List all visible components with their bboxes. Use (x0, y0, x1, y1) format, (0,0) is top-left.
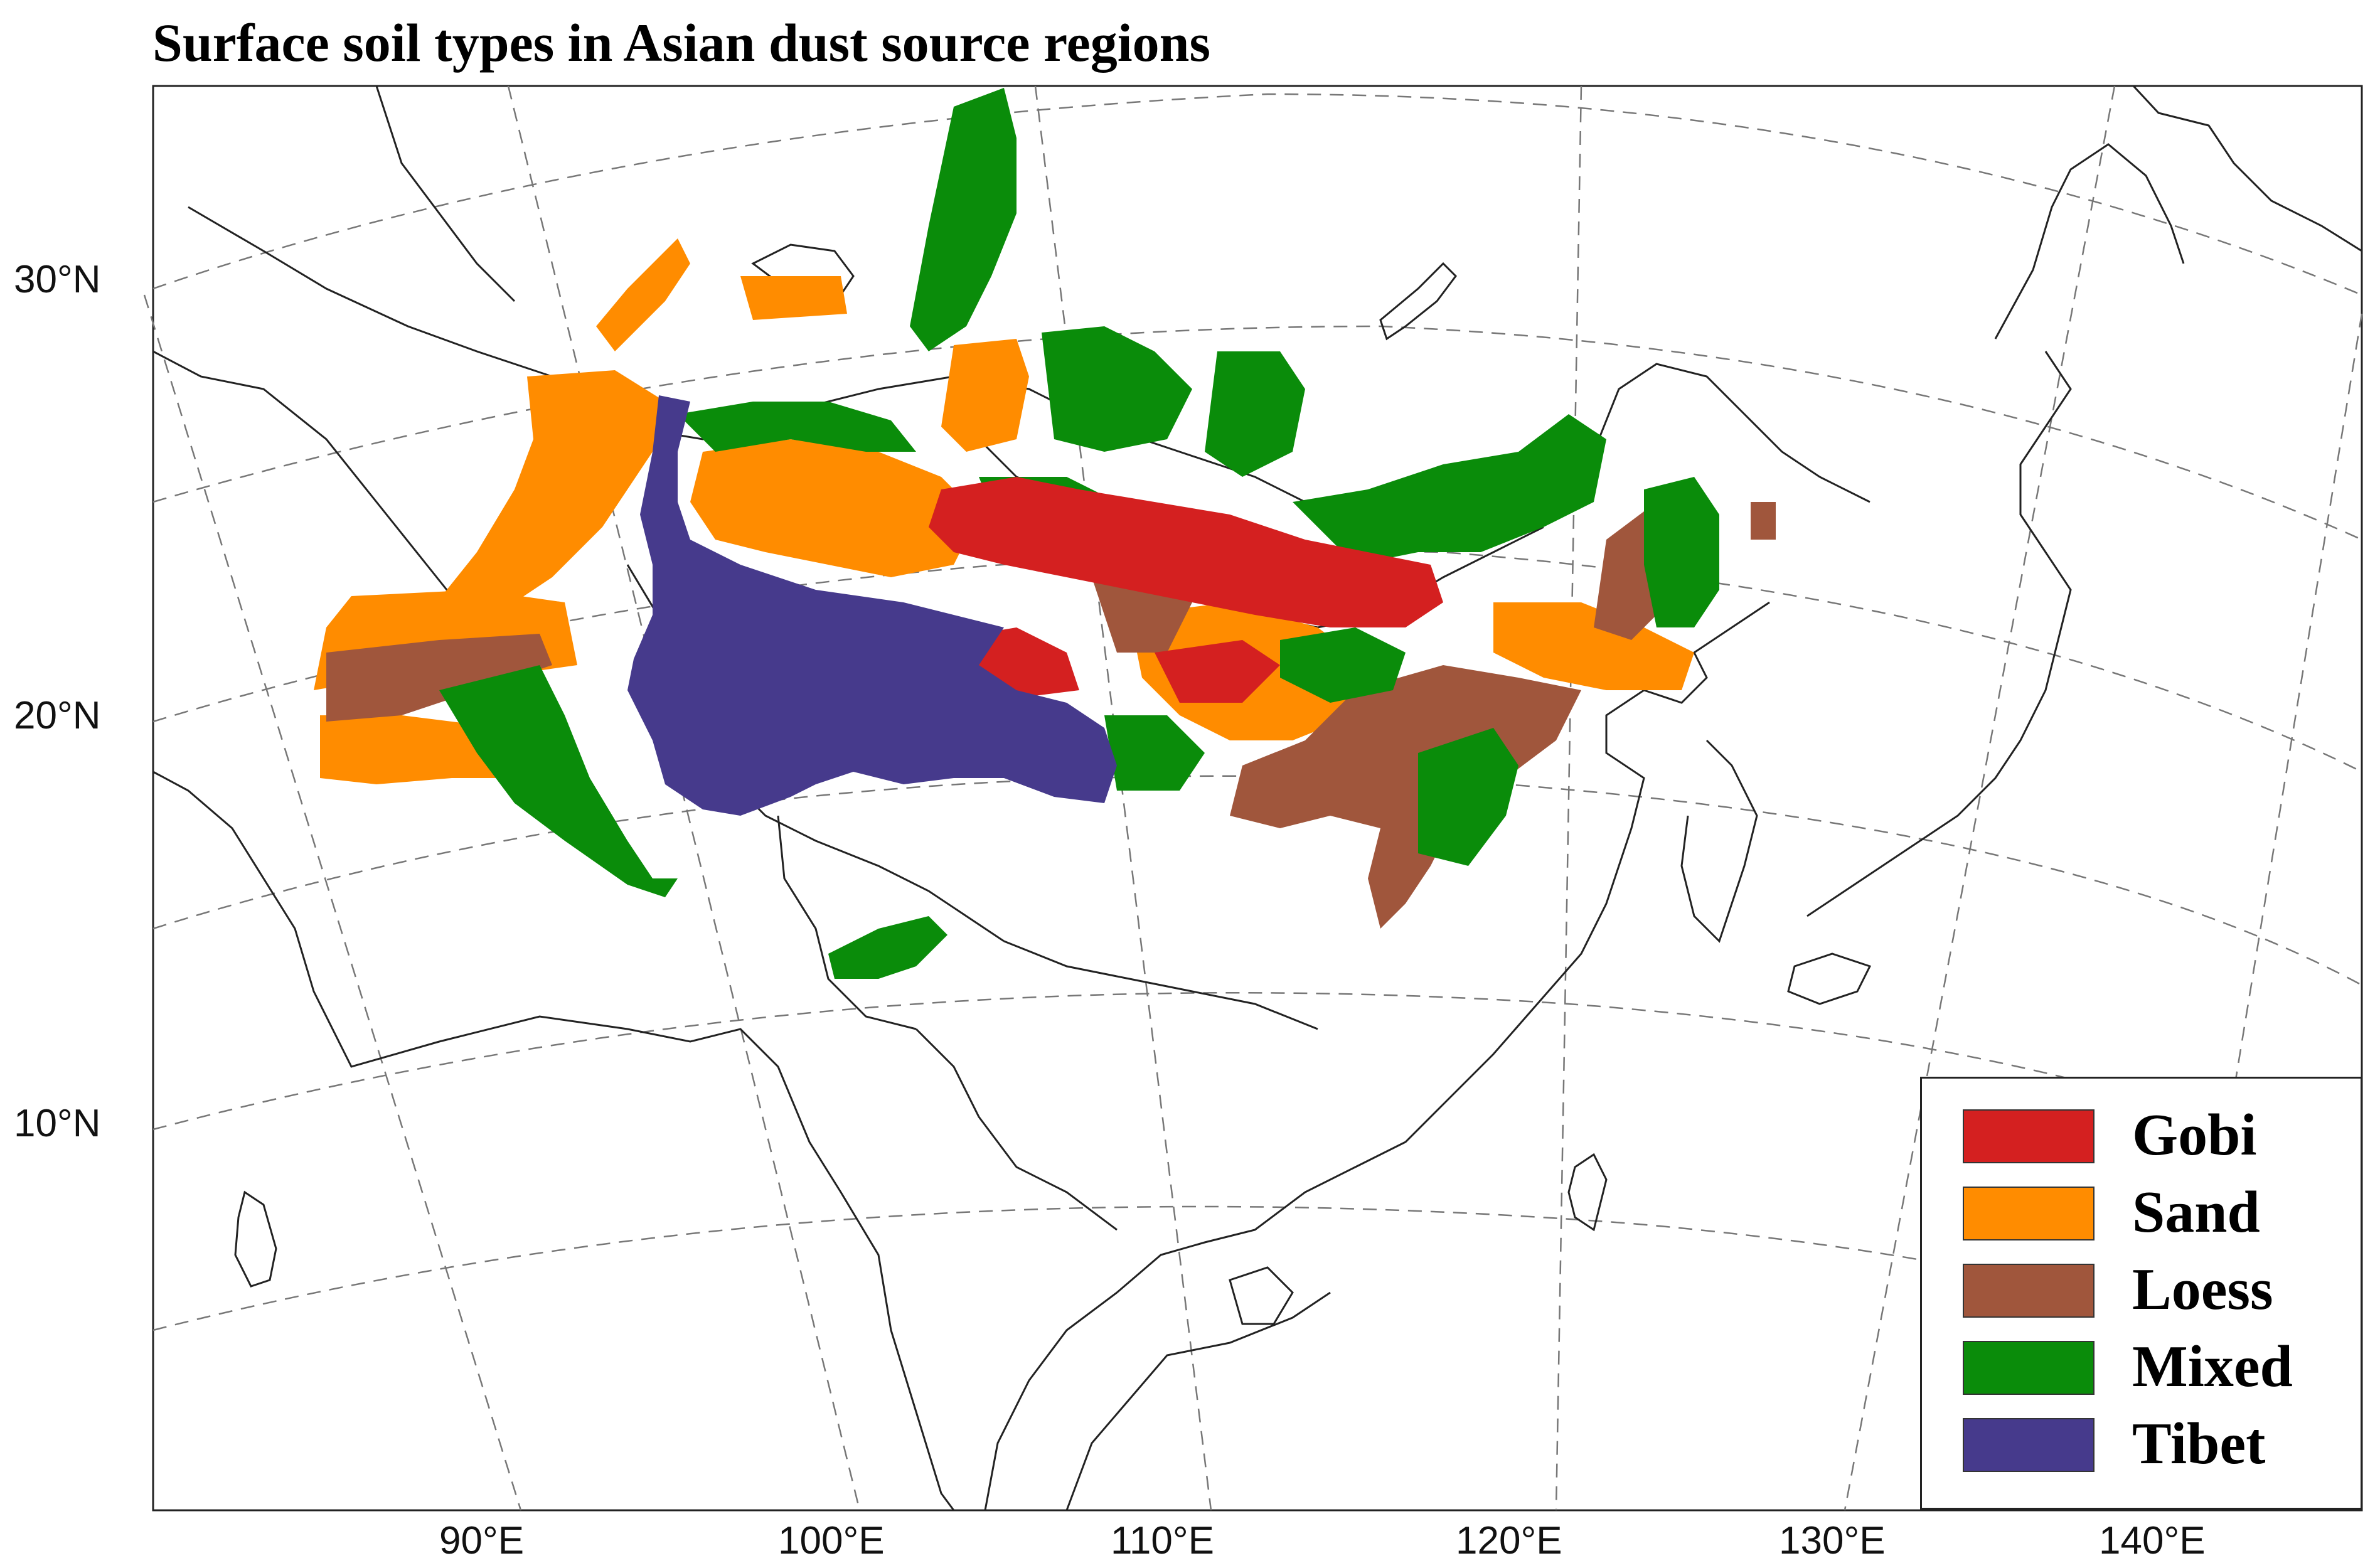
coastline-japan-south (1787, 952, 1872, 1005)
lake-baikal (1379, 262, 1457, 341)
soil-region-mixed-altai (1042, 326, 1192, 452)
soil-region-mixed-inner-mongolia (1280, 627, 1406, 703)
legend-item-mixed: Mixed (1963, 1332, 2352, 1399)
soil-region-sand-taklamakan (690, 439, 979, 577)
soil-region-sand-horqin (1493, 602, 1694, 690)
graticule-lat-25 (152, 325, 2362, 541)
legend-label-tibet: Tibet (2132, 1411, 2266, 1476)
lon-label-110: 110°E (1111, 1519, 1214, 1562)
legend-label-mixed: Mixed (2132, 1334, 2293, 1399)
soil-region-gobi-hexi (1155, 640, 1280, 703)
graticule-lon-90 (143, 294, 522, 1511)
border-5 (777, 815, 917, 1030)
graticule (143, 85, 2363, 1511)
border-8 (1003, 940, 1318, 1030)
coastline-hainan (1229, 1266, 1294, 1325)
lon-label-140: 140°E (2099, 1519, 2206, 1562)
legend-swatch-gobi (1963, 1109, 2095, 1163)
legend-swatch-mixed (1963, 1341, 2095, 1395)
soil-region-sand-kyzyl (596, 238, 690, 351)
soil-region-mixed-yunnan (828, 916, 947, 979)
graticule-lat-30 (152, 93, 2362, 296)
legend-label-loess: Loess (2132, 1257, 2273, 1322)
border-6 (915, 1028, 1118, 1231)
coastline-southeast (1065, 1291, 1331, 1511)
legend-label-gobi: Gobi (2132, 1102, 2257, 1168)
legend-label-sand: Sand (2132, 1180, 2260, 1245)
soil-region-loess-dot (1751, 502, 1776, 540)
graticule-lon-130 (1844, 85, 2116, 1511)
soil-region-loess-iran (326, 634, 552, 722)
soil-region-sand-aral (740, 276, 847, 320)
coastline-korea (1680, 739, 1758, 943)
soil-region-gobi-main (929, 477, 1443, 627)
soil-region-mixed-xinjiang (678, 402, 916, 452)
legend-item-loess: Loess (1963, 1255, 2352, 1322)
legend-swatch-sand (1963, 1187, 2095, 1240)
soil-region-mixed-pakistan (439, 665, 678, 897)
coastline-sakhalin (1994, 143, 2185, 339)
graticule-lon-120 (1555, 85, 1582, 1511)
graticule-lon-110 (1034, 85, 1212, 1511)
lat-label-20: 20°N (14, 694, 101, 737)
coastline-japan (1806, 351, 2072, 917)
coastline-indochina (984, 601, 1770, 1511)
legend: Gobi Sand Loess Mixed Tibet (1920, 1077, 2362, 1510)
lon-label-90: 90°E (439, 1519, 525, 1562)
legend-item-tibet: Tibet (1963, 1409, 2352, 1476)
lon-label-120: 120°E (1456, 1519, 1562, 1562)
soil-region-mixed-kazakh-north (910, 88, 1017, 351)
legend-item-gobi: Gobi (1963, 1101, 2352, 1168)
lon-label-100: 100°E (778, 1519, 885, 1562)
border-1 (188, 206, 553, 378)
legend-swatch-tibet (1963, 1418, 2095, 1472)
soil-region-tibet (627, 395, 1117, 816)
map-title: Surface soil types in Asian dust source … (152, 13, 1210, 73)
soil-region-mixed-tibet-edge (1104, 715, 1205, 791)
legend-item-sand: Sand (1963, 1178, 2352, 1245)
coastline-sri-lanka (234, 1190, 277, 1288)
graticule-lon-100 (507, 85, 861, 1511)
soil-region-sand-balkhash (941, 339, 1029, 452)
lon-label-130: 130°E (1779, 1519, 1886, 1562)
lat-label-30: 30°N (14, 258, 101, 301)
coastline-mainland (152, 771, 955, 1511)
soil-region-mixed-north-china (1418, 728, 1518, 866)
coastline-taiwan (1567, 1153, 1608, 1232)
soil-region-mixed-mongolia-east (1293, 414, 1606, 565)
coastline-far-east (2132, 85, 2362, 252)
soil-region-mixed-mongolia-west (1205, 351, 1305, 477)
lat-label-10: 10°N (14, 1102, 101, 1145)
soil-region-mixed-manchuria (1644, 477, 1719, 627)
border-2 (375, 85, 516, 302)
legend-swatch-loess (1963, 1264, 2095, 1318)
soil-regions (314, 88, 1776, 979)
